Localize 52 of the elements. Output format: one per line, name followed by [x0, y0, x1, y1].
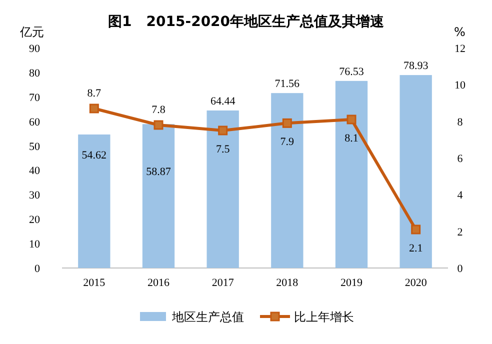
data-label: 54.62 — [82, 150, 107, 162]
bar — [206, 110, 239, 268]
y-tick-label: 60 — [29, 116, 40, 128]
point — [218, 126, 228, 136]
y-tick-label: 80 — [29, 67, 40, 80]
point — [346, 114, 356, 124]
y2-tick-label: 2 — [457, 226, 463, 238]
legend-label: 比上年增长 — [294, 310, 354, 324]
data-label: 7.9 — [280, 136, 295, 148]
y2-tick-label: 0 — [457, 263, 464, 275]
point — [282, 118, 292, 128]
y-tick-label: 10 — [29, 238, 40, 251]
data-label: 7.5 — [216, 144, 230, 156]
y-tick-label: 30 — [29, 190, 40, 202]
y2-axis-title: % — [454, 25, 466, 39]
x-tick-label: 2017 — [212, 277, 234, 289]
y-tick-label: 90 — [29, 43, 40, 55]
y2-tick-label: 8 — [457, 116, 464, 128]
y-tick-label: 0 — [34, 263, 40, 275]
x-tick-label: 2016 — [148, 277, 170, 289]
point — [89, 104, 99, 114]
y2-tick-label: 10 — [454, 80, 466, 92]
bar — [271, 93, 304, 268]
bar — [335, 80, 368, 268]
y-tick-label: 20 — [29, 214, 40, 226]
legend-label: 地区生产总值 — [171, 310, 244, 324]
chart-title: 图1 2015-2020年地区生产总值及其增速 — [108, 13, 386, 30]
x-tick-label: 2019 — [340, 277, 363, 289]
y-tick-label: 40 — [29, 165, 40, 178]
bar — [400, 75, 432, 268]
data-label: 7.8 — [152, 104, 166, 116]
y2-tick-label: 4 — [457, 190, 464, 202]
bar — [142, 124, 175, 268]
y-tick-label: 50 — [29, 140, 40, 153]
data-label: 8.7 — [87, 88, 102, 100]
data-label: 71.56 — [274, 78, 300, 90]
data-label: 8.1 — [344, 132, 358, 144]
y2-tick-label: 6 — [457, 153, 464, 165]
y-tick-label: 70 — [29, 92, 40, 104]
data-label: 78.93 — [403, 60, 429, 72]
bar — [78, 134, 110, 268]
x-tick-label: 2020 — [404, 277, 428, 289]
y-axis-title: 亿元 — [19, 25, 44, 39]
y2-tick-label: 12 — [454, 43, 466, 55]
point — [154, 120, 164, 130]
x-tick-label: 2018 — [276, 277, 299, 289]
data-label: 2.1 — [408, 242, 423, 254]
data-label: 76.53 — [339, 66, 364, 78]
data-label: 64.44 — [210, 95, 236, 108]
x-tick-label: 2015 — [83, 277, 106, 289]
data-label: 58.87 — [146, 166, 172, 178]
point — [411, 224, 421, 234]
